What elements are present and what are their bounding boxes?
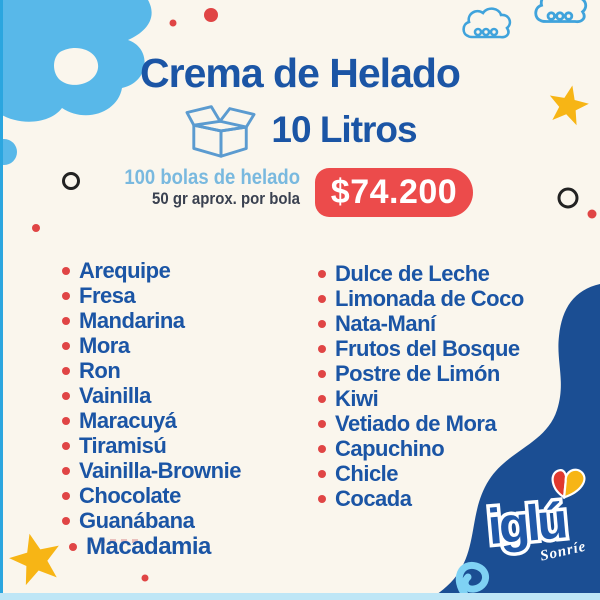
flavor-label: Frutos del Bosque: [335, 335, 520, 361]
bullet-icon: [62, 491, 70, 500]
offer-weight-line: 50 gr aprox. por bola: [152, 188, 300, 208]
bullet-icon: [62, 366, 70, 375]
flavor-item: Ron: [62, 358, 241, 383]
flavor-label: Mora: [79, 332, 130, 358]
bullet-icon: [62, 291, 70, 300]
bullet-icon: [318, 444, 326, 453]
flavor-label: Mandarina: [79, 307, 185, 333]
flavor-item: Chocolate: [62, 483, 241, 508]
flavor-label: Fresa: [79, 282, 136, 308]
flavor-label: Vetiado de Mora: [335, 410, 497, 436]
flavor-item: Kiwi: [318, 386, 524, 411]
flavor-label: Chocolate: [79, 482, 181, 508]
bullet-icon: [62, 416, 70, 425]
flavor-label: Tiramisú: [79, 432, 167, 458]
flavor-label: Cocada: [335, 485, 412, 511]
bullet-icon: [62, 266, 70, 275]
flavor-item: Vainilla-Brownie: [62, 458, 241, 483]
size-row: 10 Litros: [0, 96, 600, 164]
bullet-icon: [62, 466, 70, 475]
flavor-item: Limonada de Coco: [318, 286, 524, 311]
bullet-icon: [69, 542, 77, 551]
left-edge-strip: [0, 0, 3, 600]
flavor-label: Vainilla-Brownie: [79, 457, 241, 483]
offer-block: 100 bolas de helado 50 gr aprox. por bol…: [36, 166, 300, 208]
bullet-icon: [62, 516, 70, 525]
bullet-icon: [62, 391, 70, 400]
flavor-item: Guanábana: [62, 508, 241, 533]
flavor-item: Tiramisú: [62, 433, 241, 458]
flavor-item: Vetiado de Mora: [318, 411, 524, 436]
flavor-item: Capuchino: [318, 436, 524, 461]
flavor-item: Mandarina: [62, 308, 241, 333]
bullet-icon: [318, 394, 326, 403]
flavor-item: Nata-Maní: [318, 311, 524, 336]
brand-logo-graphic: iglú Sonríe: [482, 468, 588, 565]
bullet-icon: [318, 344, 326, 353]
flavor-item: Chicle: [318, 461, 524, 486]
flavor-label: Guanábana: [79, 507, 195, 533]
flavor-item: Maracuyá: [62, 408, 241, 433]
bullet-icon: [62, 316, 70, 325]
flavor-label: Ron: [79, 357, 121, 383]
bullet-icon: [318, 294, 326, 303]
flavor-item: Mora: [62, 333, 241, 358]
flavor-list-left: Arequipe Fresa Mandarina Mora Ron: [62, 258, 241, 560]
bullet-icon: [62, 341, 70, 350]
bottom-edge-strip: [0, 593, 600, 600]
flavor-label: Capuchino: [335, 435, 445, 461]
open-box-icon: [185, 105, 256, 158]
bullet-icon: [62, 441, 70, 450]
flavor-label: Vainilla: [79, 382, 151, 408]
bullet-icon: [318, 319, 326, 328]
flavor-item: Dulce de Leche: [318, 261, 524, 286]
flavor-label: Postre de Limón: [335, 360, 500, 386]
bullet-icon: [318, 494, 326, 503]
offer-balls-line: 100 bolas de helado: [124, 166, 300, 189]
flavor-item: Fresa: [62, 283, 241, 308]
flavor-item: Frutos del Bosque: [318, 336, 524, 361]
flavor-item: Vainilla: [62, 383, 241, 408]
page-title: Crema de Helado: [140, 50, 461, 96]
flavor-label: Chicle: [335, 460, 399, 486]
cloud-doodle-icon: [462, 0, 588, 39]
bullet-icon: [318, 369, 326, 378]
brand-logo: iglú Sonríe: [468, 464, 600, 576]
bullet-icon: [318, 419, 326, 428]
flavor-label: Arequipe: [79, 257, 171, 283]
flavor-item: Macadamia: [69, 533, 241, 560]
flavor-item: Postre de Limón: [318, 361, 524, 386]
flavor-label: Dulce de Leche: [335, 260, 490, 286]
bullet-icon: [318, 469, 326, 478]
flavor-label: Nata-Maní: [335, 310, 436, 336]
size-label: 10 Litros: [271, 109, 417, 150]
flavor-label: Maracuyá: [79, 407, 177, 433]
flavor-label: Kiwi: [335, 385, 379, 411]
price-badge: $74.200: [315, 168, 473, 217]
bullet-icon: [318, 269, 326, 278]
flavor-label: Macadamia: [86, 532, 211, 560]
flavor-item: Cocada: [318, 486, 524, 511]
flavor-label: Limonada de Coco: [335, 285, 524, 311]
flavor-item: Arequipe: [62, 258, 241, 283]
